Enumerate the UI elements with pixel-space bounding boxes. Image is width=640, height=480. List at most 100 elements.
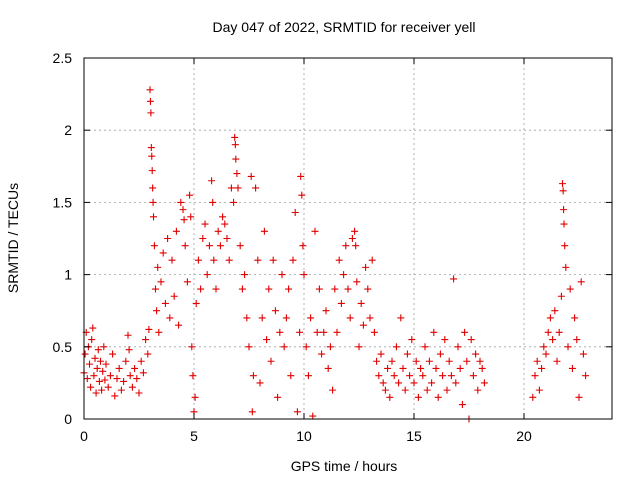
data-point [373,357,381,365]
data-point [263,336,271,344]
data-point [428,379,436,387]
data-point [115,364,123,372]
data-point [252,184,260,192]
data-point [297,172,305,180]
data-point [170,292,178,300]
data-point [124,331,132,339]
data-point [452,379,460,387]
data-point [181,242,189,250]
data-point [309,412,317,420]
data-point [351,227,359,235]
data-point [146,86,154,94]
data-point [436,350,444,358]
data-point [560,220,568,228]
data-point [155,328,163,336]
data-point [299,242,307,250]
data-point [230,198,238,206]
data-point [201,220,209,228]
data-point [304,372,312,380]
data-point [315,285,323,293]
data-point [89,324,97,332]
data-point [386,393,394,401]
y-tick-label: 2 [64,122,72,138]
data-point [83,375,91,383]
data-point [434,393,442,401]
data-point [551,307,559,315]
data-point [364,285,372,293]
data-point [120,377,128,385]
data-point [397,314,405,322]
data-point [227,184,235,192]
data-point [417,364,425,372]
data-point [472,350,480,358]
data-point [271,307,279,315]
data-point [177,198,185,206]
data-point [172,227,180,235]
data-point [476,357,484,365]
data-point [348,235,356,242]
data-point [403,350,411,358]
data-point [392,343,400,351]
data-point [467,336,475,344]
data-point [94,346,102,354]
x-tick-label: 0 [80,428,88,444]
data-point [233,170,241,178]
data-point [298,191,306,199]
data-point [101,376,109,384]
data-point [540,343,548,351]
data-point [441,336,449,344]
data-point [98,386,106,394]
data-point [93,364,101,372]
data-point [533,357,541,365]
data-point [296,328,304,336]
data-point [99,367,107,375]
data-point [342,242,350,250]
data-point [344,285,352,293]
data-point [538,364,546,372]
data-point [179,206,187,214]
data-point [145,325,153,333]
data-point [149,198,157,206]
data-point [191,393,199,401]
data-point [232,155,240,163]
data-point [544,328,552,336]
data-point [553,357,561,365]
x-tick-label: 10 [296,428,312,444]
data-point [329,386,337,394]
data-point [546,314,554,322]
data-point [147,109,155,117]
data-point [458,401,466,409]
data-point [461,328,469,336]
data-point [269,256,277,264]
data-point [447,372,455,380]
grid-lines [84,58,612,419]
data-point [97,357,104,365]
data-point [133,375,141,383]
data-point [90,372,98,380]
data-point [180,216,188,224]
data-point [478,364,486,372]
data-point [423,386,431,394]
data-point [324,364,332,372]
data-point [381,386,389,394]
data-point [439,372,447,380]
data-point [566,285,574,293]
data-point [126,372,134,380]
data-point [542,350,550,358]
data-point [276,328,284,336]
data-point [571,314,579,322]
data-point [326,343,334,351]
data-point [161,299,169,307]
data-point [208,177,216,185]
data-point [199,235,207,242]
data-point [419,372,427,380]
data-point [463,357,471,365]
data-point [234,184,242,192]
data-point [212,285,220,293]
data-points [80,86,590,423]
data-point [410,379,418,387]
data-point [139,369,147,377]
data-point [131,364,139,372]
data-point [168,256,176,264]
data-point [333,328,341,336]
